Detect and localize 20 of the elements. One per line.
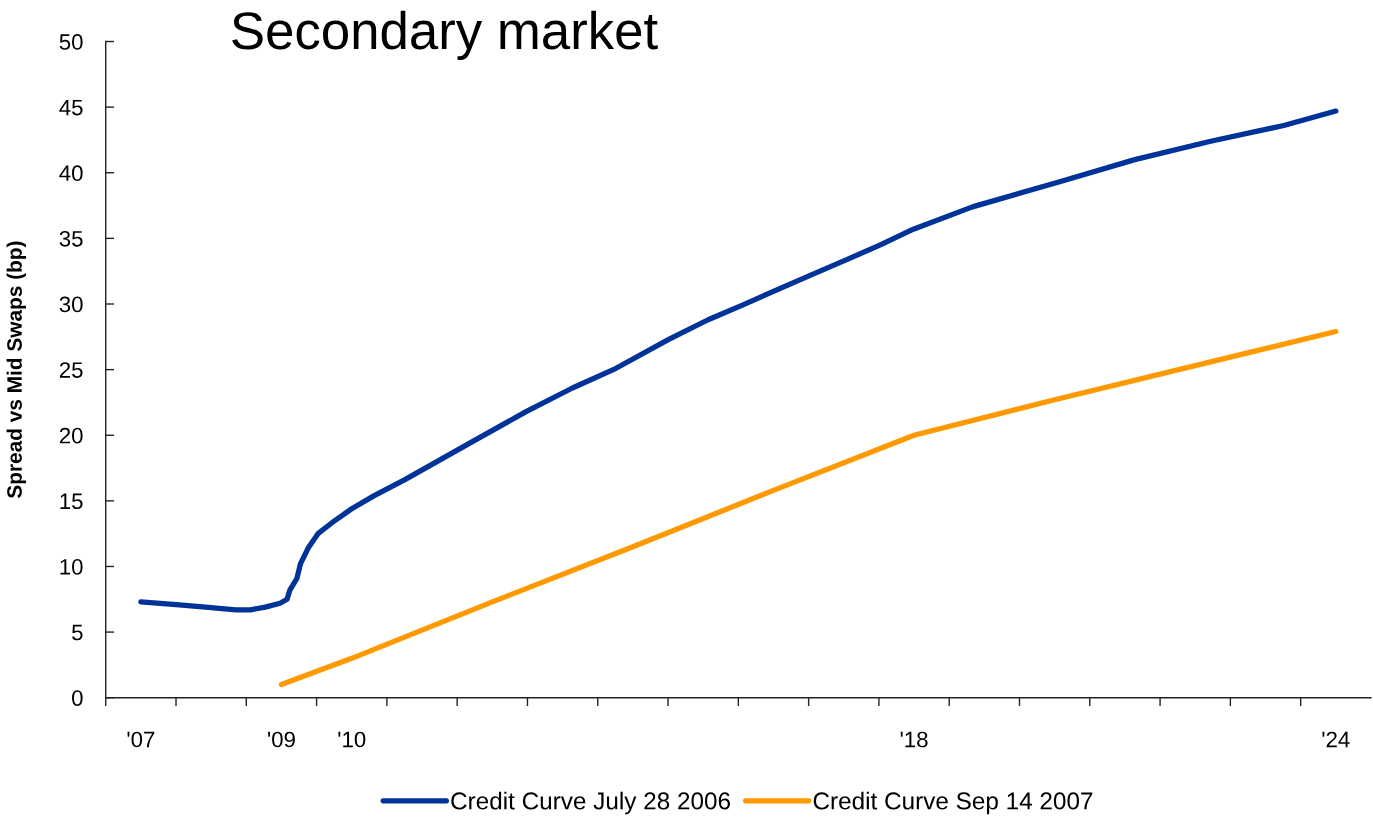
x-tick-label: '07 [127, 731, 155, 748]
y-tick-label: 35 [59, 230, 83, 247]
x-tick-label: '18 [900, 731, 928, 748]
x-tick-label: '09 [268, 731, 295, 748]
x-tick-label: '24 [1322, 731, 1350, 748]
y-tick-label: 45 [59, 99, 83, 116]
y-tick-label: 15 [60, 493, 83, 510]
legend-label: Credit Curve July 28 2006 [451, 791, 730, 815]
y-tick-label: 20 [59, 427, 83, 444]
x-tick-label: '10 [338, 731, 366, 748]
y-axis-title: Spread vs Mid Swaps (bp) [6, 241, 27, 499]
y-tick-label: 30 [59, 296, 83, 313]
y-tick-label: 40 [59, 165, 83, 182]
y-tick-label: 50 [59, 34, 83, 50]
y-tick-label: 10 [60, 559, 83, 575]
y-tick-label: 25 [59, 362, 83, 378]
y-tick-label: 5 [72, 624, 83, 641]
y-tick-label: 0 [72, 690, 83, 706]
legend-label: Credit Curve Sep 14 2007 [813, 791, 1093, 815]
chart-title: Secondary market [232, 10, 658, 60]
